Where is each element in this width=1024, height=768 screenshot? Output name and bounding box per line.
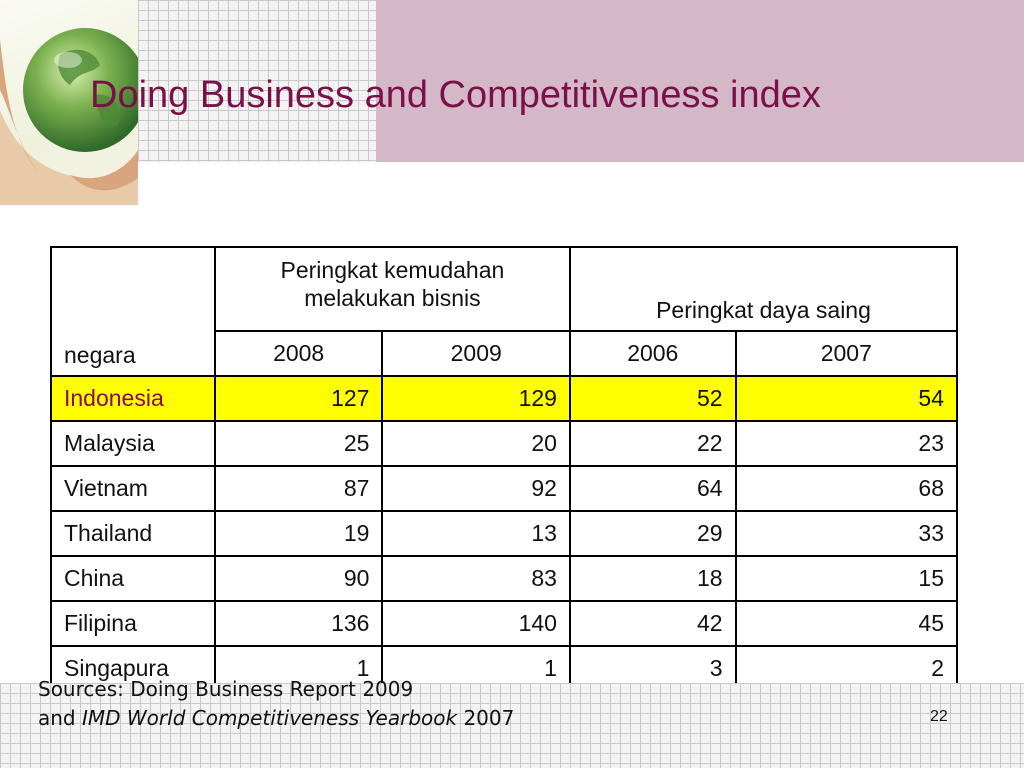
- country-cell: Filipina: [50, 600, 216, 647]
- value-cell: 129: [381, 375, 571, 422]
- value-cell: 92: [381, 465, 571, 512]
- slide-title: Doing Business and Competitiveness index: [90, 74, 821, 116]
- value-cell: 29: [568, 510, 737, 557]
- sources-line-2-suffix: 2007: [457, 706, 515, 730]
- year-header: 2008: [213, 330, 384, 377]
- table-row: Malaysia 25 20 22 23: [50, 420, 959, 467]
- footer-grid-pattern: [0, 683, 1024, 768]
- table-header-row: negara Peringkat kemudahan melakukan bis…: [50, 246, 959, 377]
- country-cell: Malaysia: [50, 420, 216, 467]
- table-row-indonesia: Indonesia 127 129 52 54: [50, 375, 959, 422]
- value-cell: 18: [568, 555, 737, 602]
- value-cell: 22: [568, 420, 737, 467]
- value-cell: 136: [213, 600, 384, 647]
- ease-of-business-header: Peringkat kemudahan melakukan bisnis: [213, 246, 571, 332]
- country-cell: Indonesia: [50, 375, 216, 422]
- page-number: 22: [930, 708, 948, 725]
- country-column-header: negara: [50, 246, 216, 377]
- sources-note: Sources: Doing Business Report 2009 and …: [38, 675, 514, 733]
- value-cell: 23: [734, 420, 959, 467]
- header-grid-pattern: [138, 0, 376, 162]
- country-cell: Thailand: [50, 510, 216, 557]
- ease-of-business-header-text: Peringkat kemudahan melakukan bisnis: [280, 257, 505, 311]
- value-cell: 45: [734, 600, 959, 647]
- value-cell: 90: [213, 555, 384, 602]
- value-cell: 42: [568, 600, 737, 647]
- value-cell: 52: [568, 375, 737, 422]
- competitiveness-header: Peringkat daya saing: [568, 246, 959, 332]
- table-row: Thailand 19 13 29 33: [50, 510, 959, 557]
- sources-line-2-prefix: and: [38, 706, 82, 730]
- country-cell: Vietnam: [50, 465, 216, 512]
- value-cell: 127: [213, 375, 384, 422]
- table-row: Filipina 136 140 42 45: [50, 600, 959, 647]
- hands-globe-image: [0, 0, 138, 205]
- value-cell: 19: [213, 510, 384, 557]
- value-cell: 25: [213, 420, 384, 467]
- sources-line-2-italic: IMD World Competitiveness Yearbook: [81, 706, 458, 730]
- ranking-table: negara Peringkat kemudahan melakukan bis…: [50, 246, 959, 692]
- value-cell: 33: [734, 510, 959, 557]
- value-cell: 64: [568, 465, 737, 512]
- year-header-row: 2008 2009 2006 2007: [51, 330, 959, 377]
- value-cell: 68: [734, 465, 959, 512]
- value-cell: 54: [734, 375, 959, 422]
- year-header: 2007: [734, 330, 959, 377]
- value-cell: 87: [213, 465, 384, 512]
- value-cell: 13: [381, 510, 571, 557]
- year-header: 2009: [381, 330, 571, 377]
- year-header: 2006: [568, 330, 737, 377]
- value-cell: 15: [734, 555, 959, 602]
- table-row: Vietnam 87 92 64 68: [50, 465, 959, 512]
- sources-line-1: Sources: Doing Business Report 2009: [38, 677, 414, 701]
- value-cell: 83: [381, 555, 571, 602]
- country-cell: China: [50, 555, 216, 602]
- table-row: China 90 83 18 15: [50, 555, 959, 602]
- header-band: [376, 0, 1024, 162]
- value-cell: 140: [381, 600, 571, 647]
- value-cell: 20: [381, 420, 571, 467]
